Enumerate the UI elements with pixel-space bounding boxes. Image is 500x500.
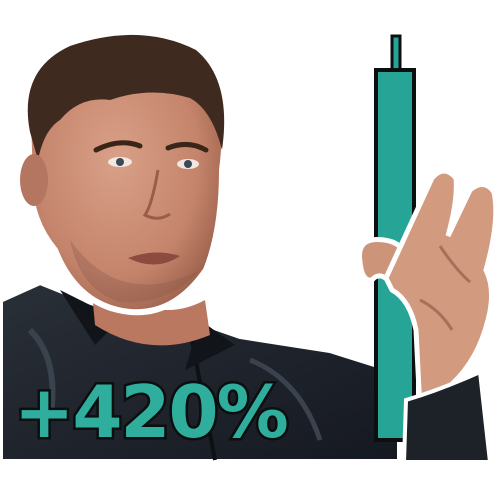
person-figure bbox=[0, 30, 403, 465]
hair-shape bbox=[27, 34, 225, 160]
ok-hand-gesture bbox=[357, 168, 499, 464]
percent-gain-label: +420% bbox=[12, 370, 292, 455]
